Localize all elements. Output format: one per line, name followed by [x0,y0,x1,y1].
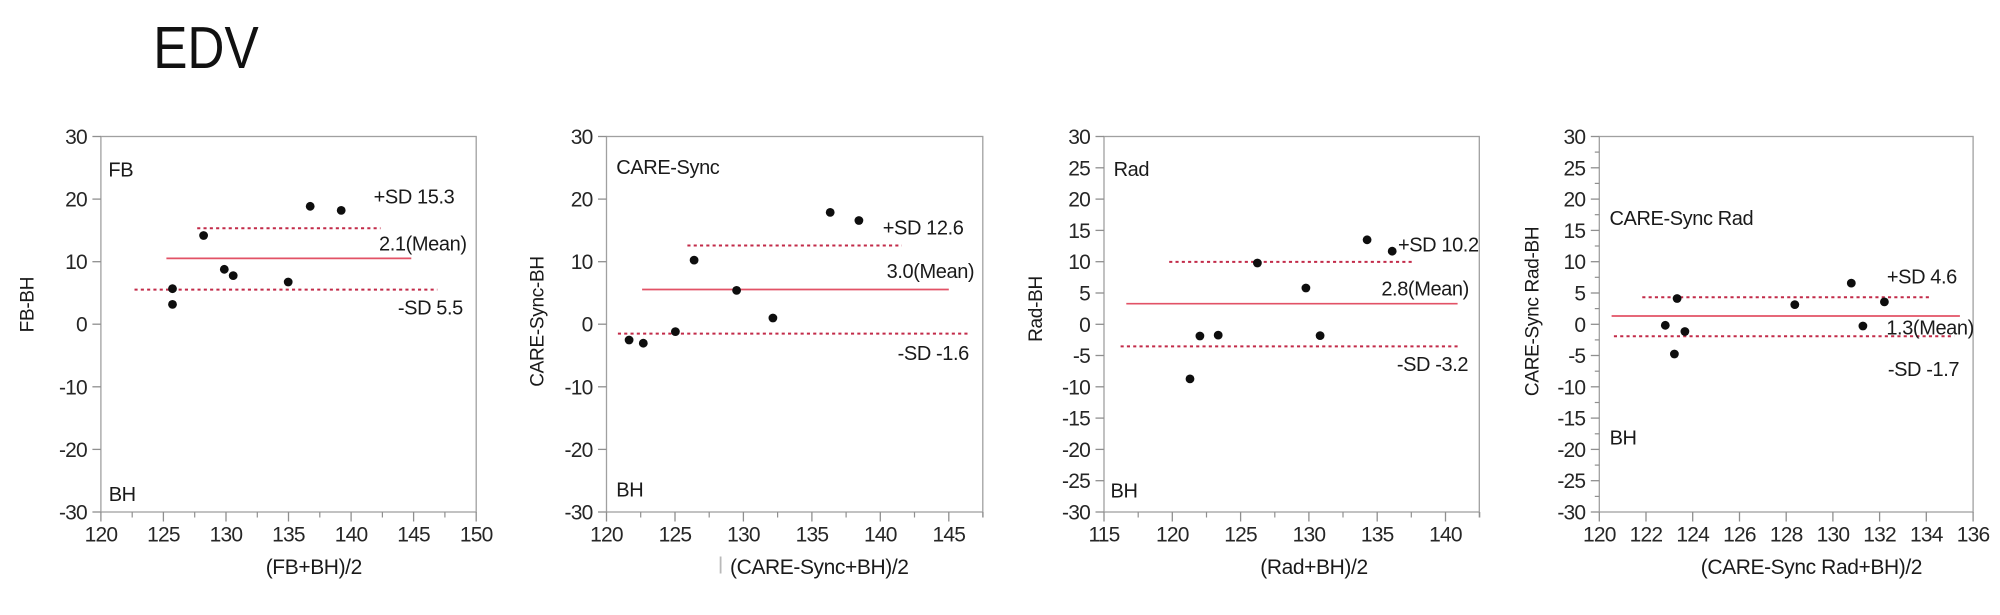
svg-text:-10: -10 [1062,376,1090,399]
svg-text:(FB+BH)/2: (FB+BH)/2 [266,556,362,579]
svg-text:0: 0 [582,314,593,337]
svg-text:134: 134 [1910,523,1944,546]
svg-text:-20: -20 [565,439,593,462]
svg-text:+SD 15.3: +SD 15.3 [374,187,455,209]
svg-text:145: 145 [397,523,430,546]
svg-text:(CARE-Sync Rad+BH)/2: (CARE-Sync Rad+BH)/2 [1701,556,1922,579]
svg-text:140: 140 [1429,523,1462,546]
svg-text:-30: -30 [1557,502,1585,525]
svg-text:5: 5 [1574,283,1585,306]
svg-text:0: 0 [76,314,87,337]
svg-text:115: 115 [1088,523,1119,546]
svg-text:130: 130 [1293,523,1326,546]
svg-text:-SD -3.2: -SD -3.2 [1397,354,1469,376]
svg-text:125: 125 [147,523,180,546]
svg-text:-5: -5 [1073,345,1090,368]
svg-text:10: 10 [1564,251,1586,274]
svg-text:122: 122 [1630,523,1663,546]
svg-text:15: 15 [1068,220,1090,243]
svg-text:-10: -10 [1557,376,1585,399]
svg-text:126: 126 [1723,523,1756,546]
svg-text:130: 130 [727,523,760,546]
svg-text:BH: BH [109,484,136,506]
svg-text:-SD 5.5: -SD 5.5 [398,298,463,320]
svg-text:130: 130 [210,523,243,546]
svg-text:-20: -20 [1062,439,1090,462]
svg-text:EDV: EDV [153,15,259,81]
svg-text:25: 25 [1564,157,1586,180]
svg-text:124: 124 [1676,523,1710,546]
svg-text:-10: -10 [565,376,593,399]
svg-text:30: 30 [1068,126,1090,149]
svg-text:132: 132 [1863,523,1896,546]
svg-text:136: 136 [1957,523,1990,546]
svg-text:30: 30 [571,126,593,149]
svg-text:140: 140 [864,523,897,546]
svg-text:20: 20 [1564,189,1586,212]
svg-text:BH: BH [1111,481,1138,503]
svg-text:CARE-Sync-BH: CARE-Sync-BH [528,256,549,386]
svg-text:CARE-Sync Rad: CARE-Sync Rad [1610,208,1754,230]
svg-text:Rad: Rad [1114,159,1150,181]
svg-text:125: 125 [659,523,692,546]
svg-text:120: 120 [1156,523,1189,546]
svg-text:125: 125 [1224,523,1257,546]
svg-text:10: 10 [65,251,87,274]
svg-text:CARE-Sync: CARE-Sync [616,157,719,179]
svg-text:2.1(Mean): 2.1(Mean) [379,234,467,256]
svg-text:+SD 4.6: +SD 4.6 [1887,267,1957,289]
svg-text:10: 10 [1068,251,1090,274]
svg-text:(Rad+BH)/2: (Rad+BH)/2 [1260,556,1367,579]
svg-text:-SD -1.6: -SD -1.6 [898,343,970,365]
svg-text:0: 0 [1079,314,1090,337]
svg-text:140: 140 [335,523,368,546]
svg-text:CARE-Sync Rad-BH: CARE-Sync Rad-BH [1523,227,1544,396]
svg-text:30: 30 [65,126,87,149]
svg-text:-SD -1.7: -SD -1.7 [1888,359,1960,381]
svg-text:-10: -10 [59,376,87,399]
svg-text:1.3(Mean): 1.3(Mean) [1886,318,1974,340]
svg-text:-5: -5 [1568,345,1585,368]
svg-text:+SD 10.2: +SD 10.2 [1398,235,1479,257]
svg-text:FB-BH: FB-BH [17,277,38,333]
svg-text:Rad-BH: Rad-BH [1026,276,1047,342]
svg-text:30: 30 [1564,126,1586,149]
svg-text:-30: -30 [1062,502,1090,525]
svg-text:-15: -15 [1557,408,1585,431]
svg-text:15: 15 [1564,220,1586,243]
svg-text:-20: -20 [59,439,87,462]
svg-text:135: 135 [1361,523,1394,546]
svg-text:150: 150 [460,523,493,546]
svg-text:10: 10 [571,251,593,274]
svg-text:FB: FB [108,160,133,182]
svg-text:-25: -25 [1062,470,1090,493]
svg-text:130: 130 [1817,523,1850,546]
svg-text:-30: -30 [565,502,593,525]
svg-text:20: 20 [1068,189,1090,212]
svg-text:5: 5 [1079,283,1090,306]
svg-text:0: 0 [1574,314,1585,337]
svg-text:145: 145 [932,523,965,546]
svg-text:128: 128 [1770,523,1803,546]
svg-text:BH: BH [1610,428,1637,450]
svg-text:20: 20 [65,189,87,212]
svg-text:BH: BH [616,480,643,502]
svg-text:20: 20 [571,189,593,212]
svg-text:2.8(Mean): 2.8(Mean) [1381,279,1469,301]
svg-text:120: 120 [85,523,118,546]
svg-text:-15: -15 [1062,408,1090,431]
svg-text:135: 135 [272,523,305,546]
svg-text:3.0(Mean): 3.0(Mean) [887,261,975,283]
svg-text:135: 135 [796,523,829,546]
svg-text:(CARE-Sync+BH)/2: (CARE-Sync+BH)/2 [730,556,909,579]
svg-text:-20: -20 [1557,439,1585,462]
svg-text:-25: -25 [1557,470,1585,493]
svg-text:120: 120 [1583,523,1616,546]
svg-text:-30: -30 [59,502,87,525]
svg-text:120: 120 [590,523,623,546]
svg-text:25: 25 [1068,157,1090,180]
svg-text:+SD 12.6: +SD 12.6 [883,217,964,239]
